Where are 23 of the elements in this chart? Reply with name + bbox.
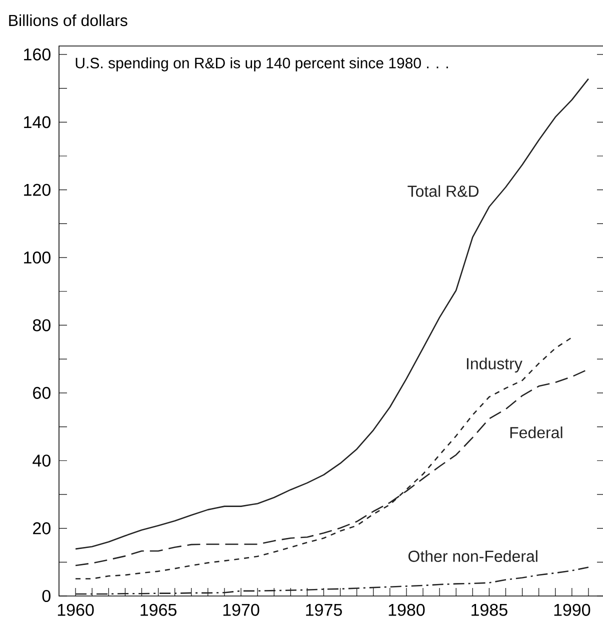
y-tick-label: 140 (24, 116, 50, 128)
x-tick-label: 1960 (58, 604, 94, 616)
x-tick-label: 1990 (554, 604, 590, 616)
series-label: Federal (510, 426, 562, 438)
y-tick-label: 0 (42, 590, 50, 602)
series-label: Industry (466, 358, 522, 373)
x-tick-label: 1965 (140, 604, 176, 616)
x-tick-label: 1980 (388, 604, 425, 616)
y-tick-label: 40 (32, 454, 50, 467)
y-tick-label: 120 (24, 184, 50, 196)
series-label: Total R&D (408, 185, 479, 197)
y-axis-title: Billions of dollars (9, 14, 128, 26)
annotation: U.S. spending on R&D is up 140 percent since 1980 . . . (76, 57, 448, 72)
x-tick-label: 1985 (472, 604, 508, 616)
y-tick-label: 80 (32, 319, 50, 332)
line-series (74, 78, 590, 550)
y-tick-label: 60 (33, 386, 50, 399)
x-tick-label: 1970 (223, 604, 260, 616)
y-tick-label: 160 (24, 48, 50, 60)
y-tick-label: 100 (24, 252, 50, 264)
x-tick-label: 1975 (306, 604, 342, 616)
y-tick-label: 20 (33, 522, 50, 534)
series-label: Other non-Federal (408, 550, 538, 562)
